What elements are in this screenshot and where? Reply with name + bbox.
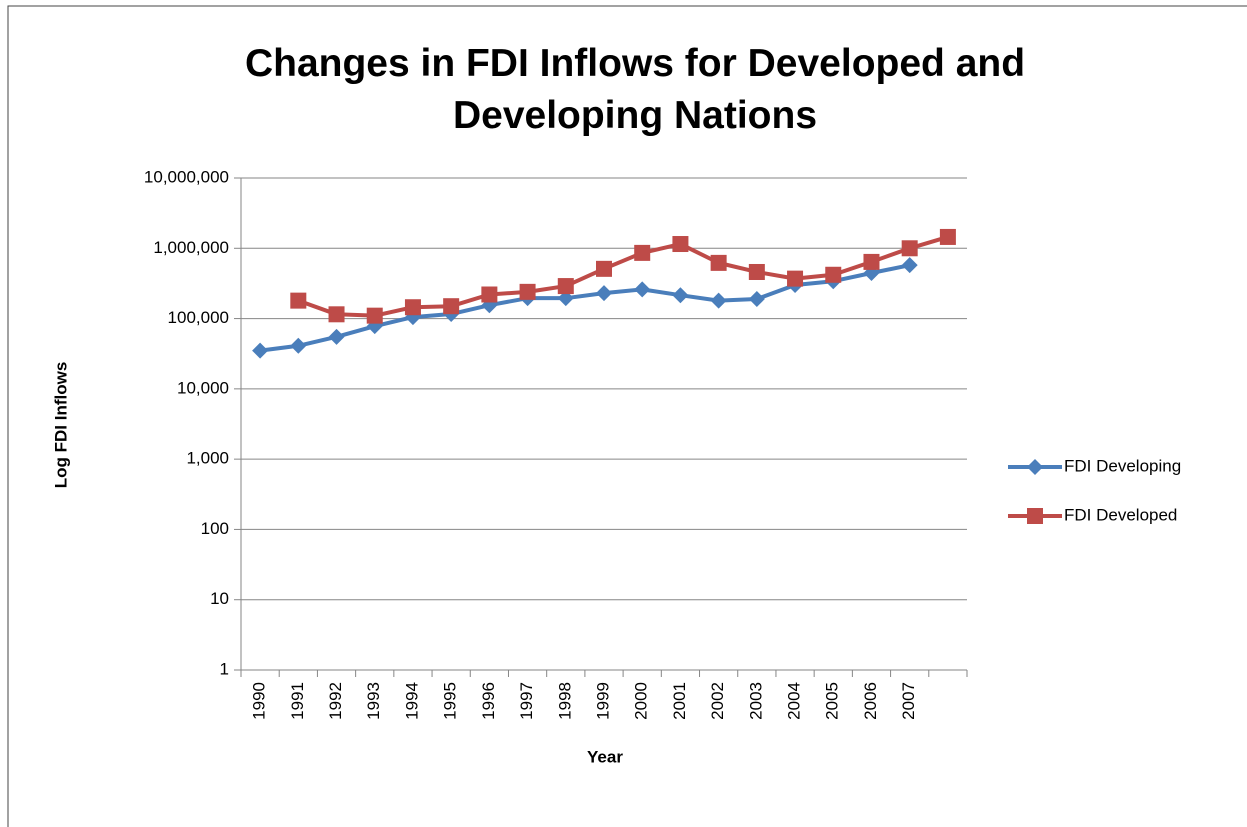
legend-marker: [1027, 459, 1043, 475]
y-axis-label: Log FDI Inflows: [51, 362, 70, 489]
data-point: [939, 228, 956, 245]
frame: [7, 5, 1247, 827]
data-point: [787, 270, 804, 287]
data-point: [748, 263, 765, 280]
x-axis-label: Year: [587, 747, 623, 766]
x-tick-label: 2002: [708, 682, 727, 720]
data-point: [596, 260, 612, 277]
x-tick-label: 1998: [555, 682, 574, 720]
data-point: [901, 240, 918, 257]
data-point: [252, 342, 269, 359]
data-point: [901, 257, 918, 274]
x-tick-label: 1993: [364, 682, 383, 720]
data-point: [672, 236, 689, 253]
data-point: [596, 285, 612, 302]
data-point: [634, 281, 651, 298]
legend-label: FDI Developing: [1064, 456, 1181, 475]
y-tick-label: 1,000,000: [153, 238, 229, 257]
x-tick-label: 2006: [861, 682, 880, 720]
y-tick-label: 10: [210, 589, 229, 608]
y-tick-label: 1: [220, 659, 229, 678]
data-point: [863, 253, 880, 270]
y-tick-label: 10,000: [177, 378, 229, 397]
data-point: [557, 278, 574, 295]
y-tick-label: 100: [201, 519, 229, 538]
x-tick-label: 2003: [746, 682, 765, 720]
x-tick-label: 1995: [441, 682, 460, 720]
x-tick-label: 2001: [670, 682, 689, 720]
data-point: [710, 292, 727, 309]
y-tick-label: 1,000: [186, 449, 229, 468]
x-tick-label: 1994: [402, 682, 421, 720]
data-point: [404, 299, 421, 316]
data-point: [748, 290, 765, 307]
x-tick-label: 2005: [823, 682, 842, 720]
data-point: [825, 266, 842, 283]
y-tick-label: 10,000,000: [144, 167, 229, 186]
x-tick-label: 1996: [479, 682, 498, 720]
data-point: [328, 328, 345, 345]
legend-marker: [1027, 508, 1043, 524]
data-point: [443, 298, 460, 315]
x-tick-label: 2004: [785, 682, 804, 720]
data-point: [557, 290, 574, 307]
x-tick-label: 1990: [250, 682, 269, 720]
legend-label: FDI Developed: [1064, 505, 1177, 524]
data-point: [481, 286, 498, 303]
x-tick-label: 1997: [517, 682, 536, 720]
data-point: [672, 287, 689, 304]
data-point: [710, 254, 727, 271]
x-tick-label: 1999: [593, 682, 612, 720]
data-point: [290, 292, 307, 309]
data-point: [366, 307, 383, 324]
data-point: [290, 337, 307, 354]
y-tick-label: 100,000: [168, 308, 229, 327]
x-tick-label: 1991: [288, 682, 307, 720]
x-tick-label: 1992: [326, 682, 345, 720]
data-point: [634, 244, 651, 261]
chart-title: Changes in FDI Inflows for Developed and…: [244, 42, 1026, 137]
data-point: [519, 283, 536, 300]
data-point: [328, 306, 345, 323]
x-tick-label: 2007: [899, 682, 918, 720]
x-tick-label: 2000: [632, 682, 651, 720]
